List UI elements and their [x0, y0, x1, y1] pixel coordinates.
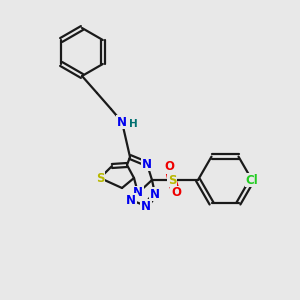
Text: N: N	[142, 158, 152, 170]
Text: N: N	[133, 187, 143, 200]
Text: S: S	[168, 173, 176, 187]
Text: N: N	[150, 188, 160, 200]
Text: Cl: Cl	[246, 173, 258, 187]
Text: N: N	[126, 194, 136, 206]
Text: O: O	[164, 160, 174, 173]
Text: O: O	[171, 187, 181, 200]
Text: N: N	[141, 200, 151, 212]
Text: H: H	[129, 119, 137, 129]
Text: N: N	[117, 116, 127, 128]
Text: S: S	[96, 172, 104, 184]
